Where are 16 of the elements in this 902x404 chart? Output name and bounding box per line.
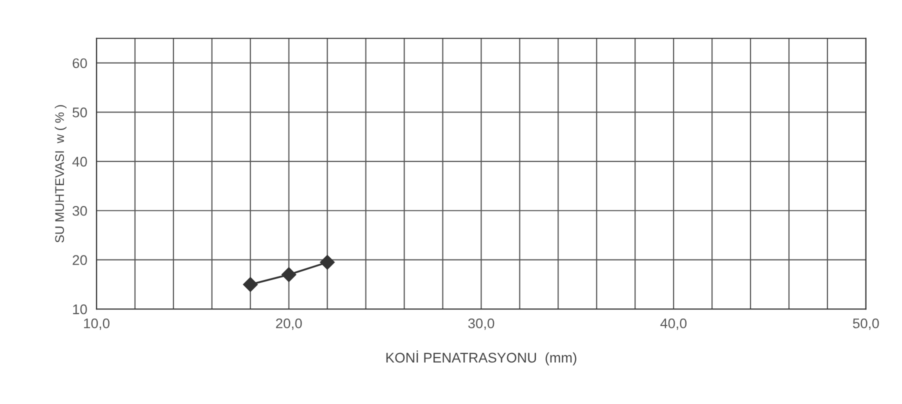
x-tick-label: 30,0: [468, 318, 494, 330]
x-tick-label: 40,0: [660, 318, 687, 330]
x-tick-label: 50,0: [852, 318, 879, 330]
point: [320, 254, 335, 270]
y-tick-label: 10: [73, 304, 87, 314]
point: [281, 267, 296, 282]
y-tick-label: 20: [72, 255, 87, 266]
y-tick-label: 50: [72, 108, 87, 118]
x-tick-label: 10,0: [84, 318, 110, 330]
y-tick-label: 30: [72, 206, 87, 216]
y-tick-label: 60: [72, 58, 87, 68]
y-tick-label: 40: [72, 156, 87, 167]
x-tick-label: 20,0: [276, 318, 302, 330]
y-axis-title: SU MUHTEVASI w ( % ): [54, 105, 66, 242]
point: [243, 277, 258, 292]
x-axis-title: KONİ PENATRASYONU (mm): [386, 350, 576, 366]
